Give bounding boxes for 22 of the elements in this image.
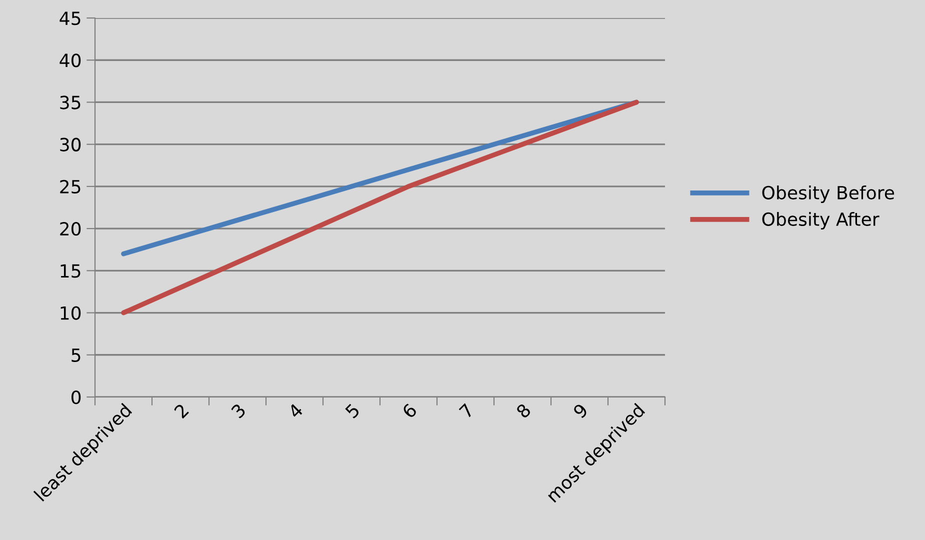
x-tick-label: 5: [344, 403, 360, 419]
legend-label: Obesity After: [762, 212, 880, 230]
y-tick-label: 35: [60, 96, 80, 110]
y-tick-label: 40: [60, 54, 81, 68]
y-tick-label: 25: [60, 180, 80, 194]
y-tick-label: 0: [72, 390, 81, 404]
legend-label: Obesity Before: [762, 186, 894, 203]
line-series: [121, 100, 639, 316]
y-tick-label: 30: [60, 138, 81, 152]
line-series: [121, 100, 639, 256]
y-tick-label: 20: [60, 222, 81, 236]
x-tick-label: 2: [174, 403, 189, 419]
x-tick-label: 8: [515, 402, 532, 419]
x-tick-label: 7: [458, 403, 474, 418]
y-tick-label: 45: [60, 12, 80, 26]
y-tick-label: 15: [60, 264, 80, 278]
y-tick-label: 5: [72, 348, 80, 362]
x-tick-label: 9: [572, 402, 588, 419]
y-tick-label: 10: [60, 306, 81, 320]
x-tick-label: 3: [230, 402, 246, 419]
x-tick-label: 6: [401, 402, 418, 419]
x-tick-label: 4: [287, 402, 304, 419]
